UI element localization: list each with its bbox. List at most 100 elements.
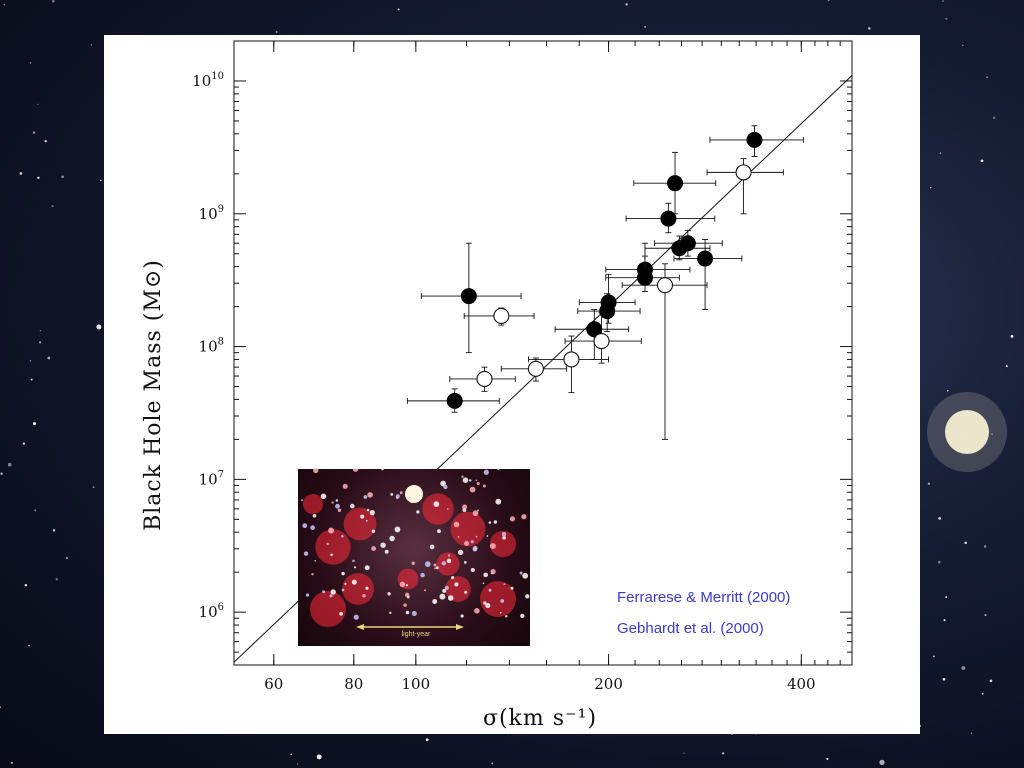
inset-star xyxy=(411,610,417,616)
data-point-open xyxy=(493,307,510,325)
background-star xyxy=(993,116,996,119)
background-star xyxy=(61,175,64,179)
inset-star xyxy=(442,588,447,593)
inset-star xyxy=(474,608,480,614)
data-point-open xyxy=(476,370,493,388)
background-star xyxy=(47,356,51,360)
background-star xyxy=(491,762,494,765)
background-star xyxy=(32,422,37,426)
x-axis-label: σ(km s⁻¹) xyxy=(483,706,597,731)
inset-star xyxy=(433,501,440,507)
inset-star xyxy=(302,523,308,529)
inset-star xyxy=(399,491,403,495)
inset-star xyxy=(312,513,317,518)
background-star xyxy=(296,763,299,765)
data-point-open xyxy=(735,164,752,181)
background-star xyxy=(644,26,646,28)
inset-star xyxy=(446,508,449,510)
inset-star xyxy=(509,516,515,522)
inset-star xyxy=(472,510,479,517)
background-star xyxy=(939,152,942,154)
inset-star xyxy=(301,499,304,502)
bright-star-glow xyxy=(945,410,989,454)
inset-star xyxy=(464,590,468,594)
background-star xyxy=(986,76,989,79)
y-axis-label: Black Hole Mass (M⊙) xyxy=(141,259,166,531)
inset-star xyxy=(395,494,400,499)
y-tick-label: 108 xyxy=(199,337,224,356)
background-star xyxy=(316,754,322,760)
bright-star-halo xyxy=(927,392,1007,472)
inset-star xyxy=(311,573,314,576)
background-star xyxy=(991,433,993,435)
inset-star xyxy=(364,565,370,571)
inset-star xyxy=(510,586,514,590)
inset-red-glow xyxy=(489,530,517,558)
inset-star xyxy=(522,572,529,579)
background-star xyxy=(55,578,58,581)
background-star xyxy=(22,442,25,445)
background-star xyxy=(92,486,95,489)
inset-star xyxy=(525,594,530,599)
inset-star xyxy=(482,484,486,488)
scale-bar-label: light-year xyxy=(402,631,431,638)
inset-star xyxy=(367,492,373,498)
inset-star xyxy=(314,559,317,562)
inset-red-glow xyxy=(302,493,324,515)
inset-star xyxy=(433,563,437,567)
background-star xyxy=(722,752,725,755)
inset-star xyxy=(341,588,345,592)
x-tick-label: 80 xyxy=(344,675,363,693)
inset-star xyxy=(381,469,384,471)
background-star xyxy=(827,0,830,2)
background-star xyxy=(945,17,948,20)
x-tick-label: 60 xyxy=(264,675,283,693)
series-ferrarese-merritt xyxy=(406,125,804,413)
inset-star xyxy=(380,542,386,548)
inset-star xyxy=(320,493,327,500)
inset-star xyxy=(462,504,468,510)
background-star xyxy=(868,27,871,30)
inset-star xyxy=(330,589,336,595)
inset-star xyxy=(363,495,368,499)
legend-entry-gebhardt: Gebhardt et al. (2000) xyxy=(617,620,764,637)
background-star xyxy=(425,738,429,742)
data-point-filled xyxy=(697,250,714,267)
data-point-open xyxy=(563,351,580,368)
background-star xyxy=(39,341,42,344)
x-tick-label: 400 xyxy=(787,675,816,693)
background-star xyxy=(933,655,935,658)
inset-star xyxy=(365,586,369,590)
background-star xyxy=(981,692,984,695)
inset-star xyxy=(394,526,401,533)
inset-red-glow xyxy=(450,511,486,547)
background-star xyxy=(99,179,102,182)
inset-red-glow xyxy=(436,552,460,576)
inset-star xyxy=(424,589,426,592)
background-star xyxy=(34,509,37,512)
inset-star xyxy=(399,581,406,588)
inset-star xyxy=(489,543,496,550)
y-tick-label: 1010 xyxy=(192,71,224,90)
background-star xyxy=(927,482,931,485)
background-star xyxy=(19,172,23,175)
background-star xyxy=(937,560,941,564)
inset-star xyxy=(461,475,464,478)
inset-star xyxy=(352,469,359,472)
inset-star xyxy=(365,519,368,522)
data-point-filled xyxy=(660,210,677,227)
inset-star xyxy=(497,469,500,471)
data-point-open xyxy=(527,360,544,377)
background-star xyxy=(943,619,946,622)
data-point-filled xyxy=(460,288,477,305)
inset-star xyxy=(433,602,436,604)
inset-star xyxy=(499,611,502,614)
background-star xyxy=(3,4,5,6)
background-star xyxy=(275,30,278,33)
background-star xyxy=(290,753,293,756)
inset-star xyxy=(387,592,391,596)
inset-star xyxy=(488,521,492,524)
background-star xyxy=(983,545,987,548)
inset-star xyxy=(303,551,309,556)
data-points-group xyxy=(406,125,804,440)
